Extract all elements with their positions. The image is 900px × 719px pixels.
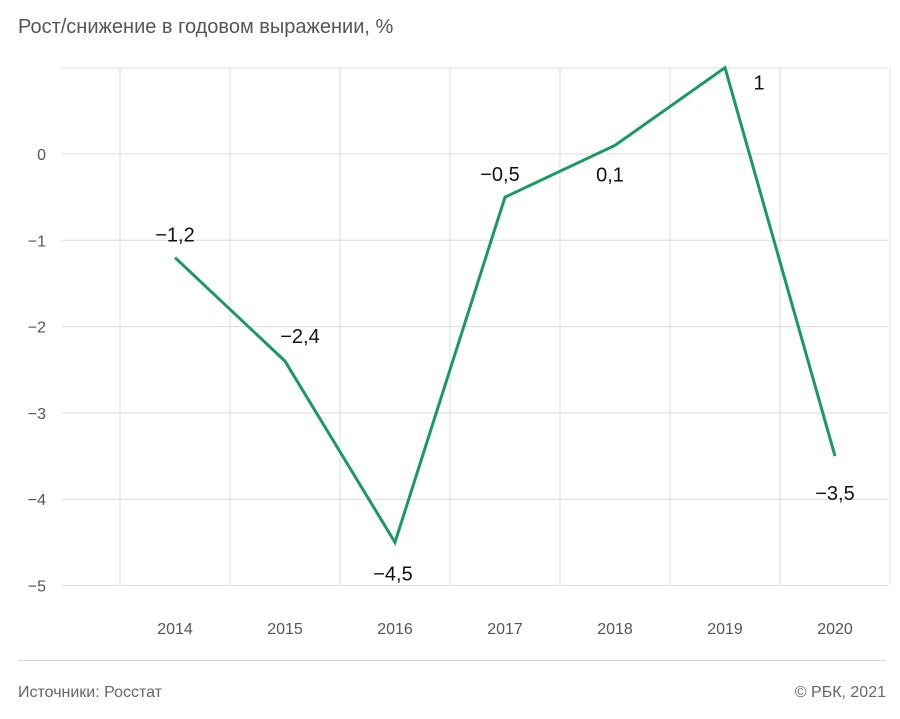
x-tick-label: 2015	[267, 621, 303, 638]
y-tick-label: −1	[28, 233, 46, 250]
x-tick-label: 2020	[817, 621, 853, 638]
data-label: 0,1	[596, 164, 624, 186]
data-labels: −1,2 −2,4 −4,5 −0,5 0,1 1 −3,5	[155, 73, 854, 586]
x-axis-ticks: 2014 2015 2016 2017 2018 2019 2020	[157, 621, 853, 638]
data-label: 1	[753, 73, 764, 95]
source-note: Источники: Росстат	[18, 684, 163, 701]
data-label: −3,5	[815, 483, 854, 505]
x-tick-label: 2018	[597, 621, 633, 638]
footer-divider	[18, 660, 886, 661]
y-tick-label: −4	[28, 492, 46, 509]
copyright-note: © РБК, 2021	[794, 684, 886, 701]
x-tick-label: 2019	[707, 621, 743, 638]
x-tick-label: 2016	[377, 621, 413, 638]
y-tick-label: −2	[28, 320, 46, 337]
data-label: −4,5	[373, 563, 412, 585]
series-group	[173, 65, 837, 546]
y-tick-label: 0	[37, 147, 46, 164]
x-tick-label: 2014	[157, 621, 193, 638]
series-line	[173, 65, 837, 546]
y-tick-label: −5	[28, 579, 46, 596]
y-axis-ticks: 0 −1 −2 −3 −4 −5	[28, 147, 46, 596]
data-label: −1,2	[155, 225, 194, 247]
line-chart: 0 −1 −2 −3 −4 −5 2014 2015 2016 2017 2018 2019 2020…	[28, 65, 891, 638]
data-label: −0,5	[480, 164, 519, 186]
y-tick-label: −3	[28, 406, 46, 423]
horizontal-gridlines	[62, 67, 888, 586]
x-tick-label: 2017	[487, 621, 523, 638]
chart-title: Рост/снижение в годовом выражении, %	[18, 16, 394, 38]
data-label: −2,4	[280, 326, 319, 348]
